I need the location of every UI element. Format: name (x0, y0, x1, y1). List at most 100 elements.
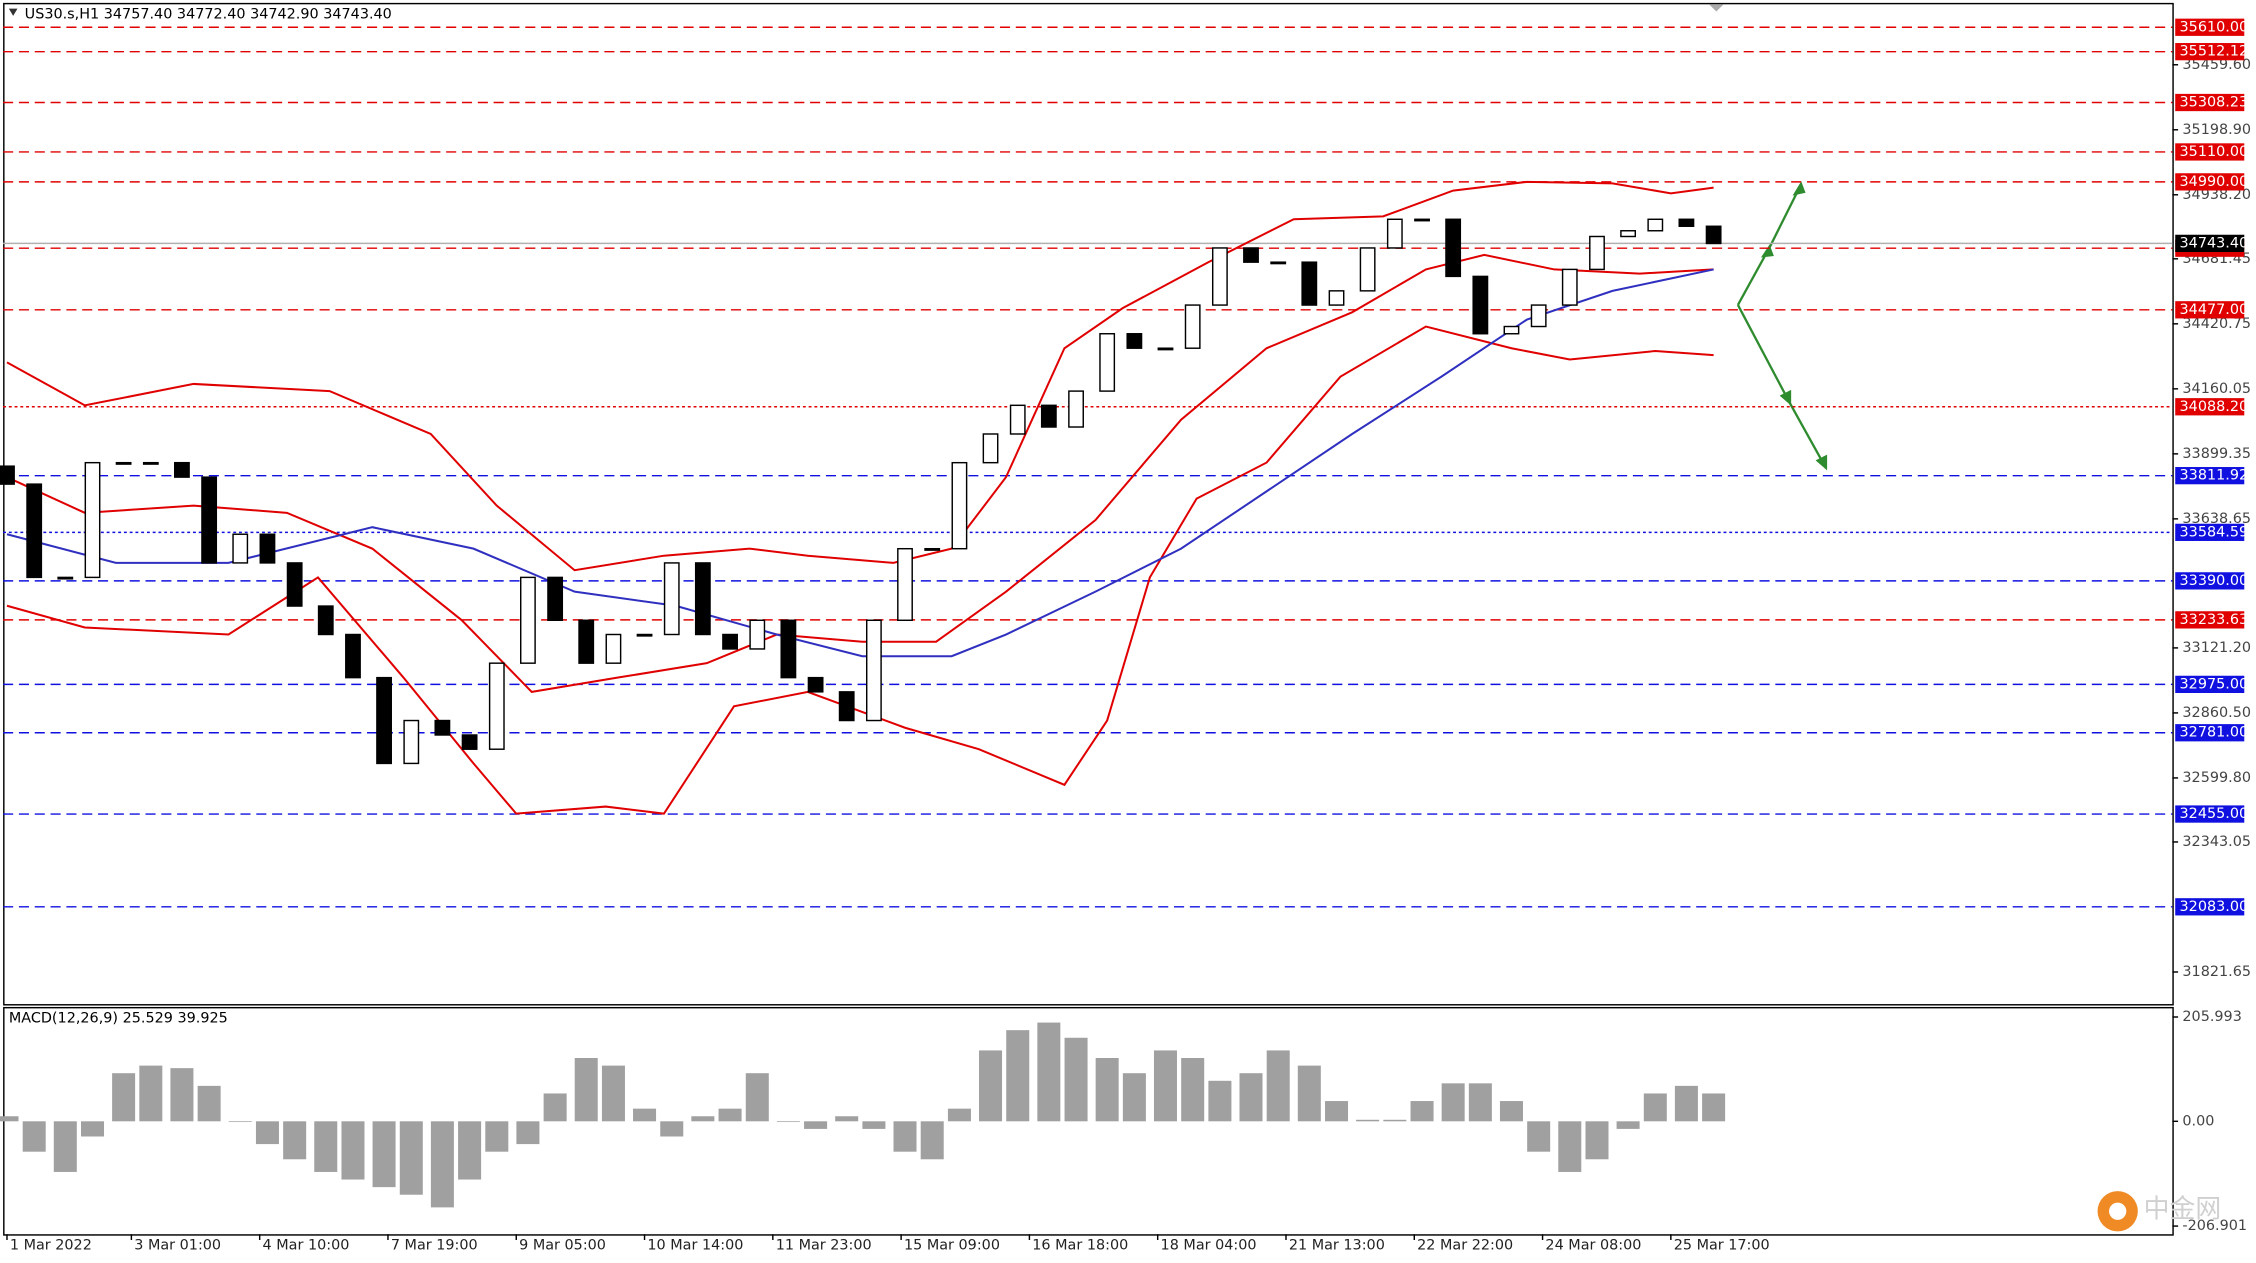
macd-bar (81, 1121, 105, 1137)
candle (201, 476, 218, 564)
macd-bar (574, 1058, 598, 1122)
candle (232, 533, 249, 564)
macd-bar (691, 1116, 715, 1122)
candle (780, 619, 797, 679)
candle (1040, 404, 1057, 428)
candle (1561, 268, 1578, 306)
macd-bar (660, 1121, 684, 1137)
macd-bar (139, 1065, 163, 1122)
level-tag (2175, 173, 2245, 191)
candle (1126, 333, 1143, 349)
candle (142, 461, 159, 465)
level-tag (2175, 18, 2245, 36)
macd-bar (718, 1108, 742, 1122)
y-tick-label: 34160.05 (2182, 381, 2251, 397)
macd-bar (979, 1050, 1003, 1122)
level-tag-label: 35110.00 (2180, 144, 2249, 160)
candle (1270, 261, 1287, 265)
y-tick-label: 205.993 (2182, 1009, 2241, 1025)
macd-bar (516, 1121, 540, 1145)
macd-bar (430, 1121, 454, 1208)
candle (1589, 235, 1605, 271)
candle (1678, 218, 1695, 227)
x-tick-label: 25 Mar 17:00 (1674, 1238, 1770, 1254)
candle (897, 547, 913, 621)
candle (1301, 261, 1318, 306)
macd-bar (1410, 1101, 1434, 1122)
x-tick-label: 7 Mar 19:00 (391, 1238, 478, 1254)
candle (259, 533, 276, 564)
main-pane-border (3, 2, 2174, 1006)
x-tick-label: 1 Mar 2022 (10, 1238, 92, 1254)
macd-bar (835, 1116, 859, 1122)
x-tick-label: 15 Mar 09:00 (904, 1238, 1000, 1254)
current-price-tag (2175, 234, 2245, 252)
macd-bar (1527, 1121, 1551, 1152)
y-tick-label: -206.901 (2182, 1218, 2247, 1234)
candle (1386, 218, 1403, 249)
macd-bar (1499, 1101, 1523, 1122)
macd-bar (372, 1121, 396, 1188)
candle (1157, 347, 1174, 351)
candle (1620, 230, 1637, 238)
level-tag (2175, 724, 2245, 742)
candle (376, 676, 392, 765)
level-tag-label: 32083.00 (2180, 899, 2249, 915)
macd-bar (255, 1121, 279, 1145)
candle (1243, 247, 1259, 263)
y-tick-label: 33899.35 (2182, 446, 2251, 462)
macd-bar (485, 1121, 509, 1152)
macd-bar (1702, 1093, 1726, 1122)
candle (345, 633, 361, 679)
candle (636, 633, 653, 637)
x-tick-label: 16 Mar 18:00 (1032, 1238, 1128, 1254)
macd-bar (197, 1085, 221, 1122)
level-tag (2175, 572, 2245, 590)
candle (1359, 247, 1376, 292)
macd-bar (1356, 1119, 1380, 1122)
candle (115, 461, 132, 465)
macd-bar (228, 1121, 252, 1123)
y-tick-label: 34420.75 (2182, 316, 2251, 332)
level-tag (2175, 805, 2245, 823)
candle (951, 461, 968, 550)
level-tag-label: 33233.63 (2180, 612, 2249, 628)
macd-bar (314, 1121, 338, 1172)
level-tag-label: 35308.23 (2180, 95, 2249, 111)
level-tag-label: 34088.20 (2180, 399, 2249, 415)
macd-bar (1122, 1073, 1146, 1122)
macd-bar (1441, 1083, 1465, 1122)
macd-bar (543, 1093, 567, 1122)
symbol-menu-icon[interactable] (8, 8, 18, 16)
macd-bar (1325, 1101, 1349, 1122)
level-tag (2175, 301, 2245, 319)
chart-title: US30.s,H1 34757.40 34772.40 34742.90 347… (25, 6, 392, 22)
candle (1099, 333, 1116, 392)
level-tag (2175, 898, 2245, 916)
x-tick-label: 18 Mar 04:00 (1161, 1238, 1257, 1254)
y-tick-label: 32343.05 (2182, 834, 2251, 850)
candle (1445, 218, 1462, 278)
candle (1184, 304, 1201, 349)
candle (317, 605, 334, 636)
candle (663, 562, 680, 636)
shift-marker (1709, 4, 1724, 12)
macd-bar (399, 1121, 423, 1195)
y-tick-label: 31821.65 (2182, 964, 2251, 980)
candle (1009, 404, 1026, 435)
macd-bar (112, 1073, 136, 1122)
macd-bar (22, 1121, 46, 1152)
level-tag (2175, 143, 2245, 161)
macd-bar (1006, 1030, 1030, 1122)
macd-bar (1266, 1050, 1290, 1122)
level-tag (2175, 675, 2245, 693)
x-tick-label: 9 Mar 05:00 (519, 1238, 606, 1254)
candle (1328, 290, 1345, 306)
macd-bar (1037, 1022, 1061, 1122)
macd-bar (1208, 1080, 1232, 1122)
candle (1530, 304, 1547, 328)
y-tick-label: 35459.60 (2182, 57, 2251, 73)
candle (0, 465, 15, 485)
